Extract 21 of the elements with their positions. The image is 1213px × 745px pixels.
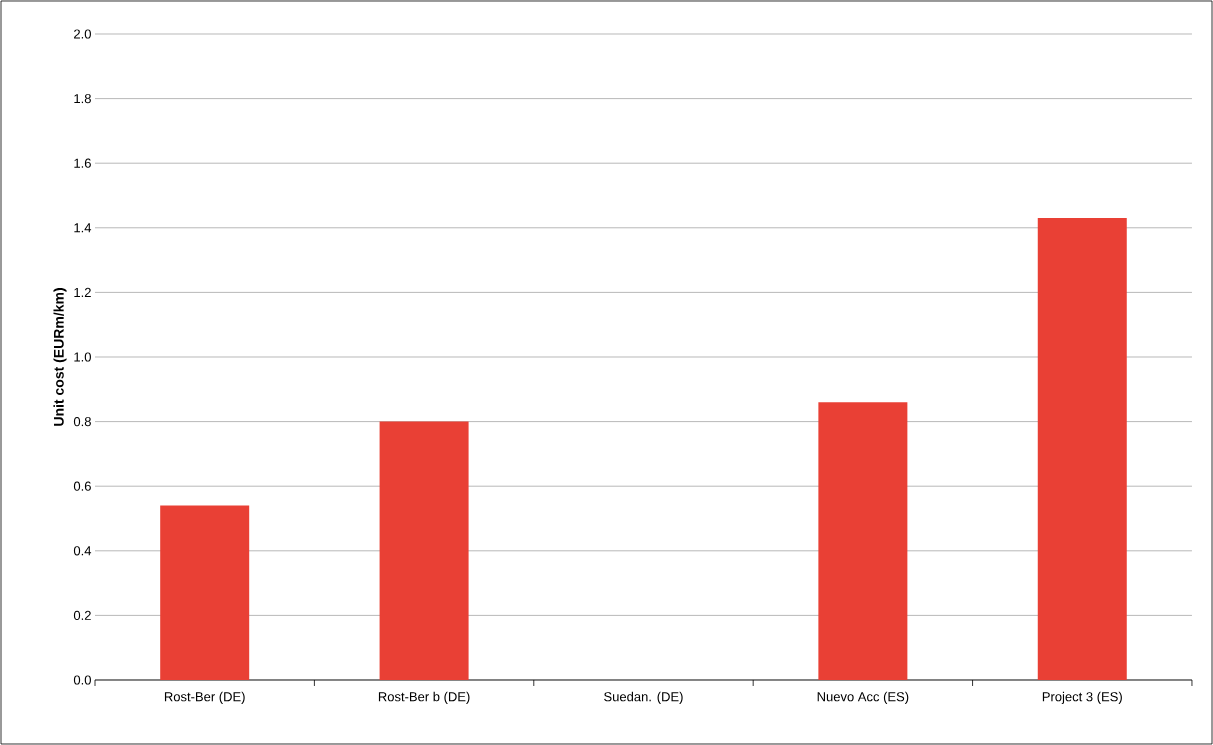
- x-tick-label: Rost-Ber b (DE): [378, 691, 470, 704]
- x-tick-label: Rost-Ber (DE): [164, 691, 245, 704]
- x-tick-label: Nuevo Acc (ES): [817, 691, 909, 704]
- y-tick-label: 0.2: [73, 610, 91, 620]
- y-tick-label: 1.8: [74, 93, 91, 104]
- y-tick-label: 0.6: [73, 481, 91, 491]
- y-tick-label: 2.0: [74, 29, 91, 39]
- bar: [1037, 218, 1127, 680]
- bar: [160, 505, 250, 680]
- y-tick-label: 1.6: [74, 158, 91, 168]
- y-tick-label: 0.8: [73, 416, 91, 427]
- x-tick-label: Suedan. (DE): [604, 691, 683, 704]
- bar: [379, 421, 469, 680]
- bar: [818, 402, 908, 680]
- y-tick-label: 1.0: [74, 352, 91, 362]
- y-tick-label: 1.2: [74, 287, 91, 297]
- y-tick-label: 0.4: [73, 546, 92, 556]
- y-tick-label: 0.0: [73, 675, 91, 685]
- x-tick-label: Project 3 (ES): [1042, 691, 1122, 704]
- y-axis-title: Unit cost (EURm/km): [53, 288, 67, 426]
- y-tick-label: 1.4: [74, 223, 92, 233]
